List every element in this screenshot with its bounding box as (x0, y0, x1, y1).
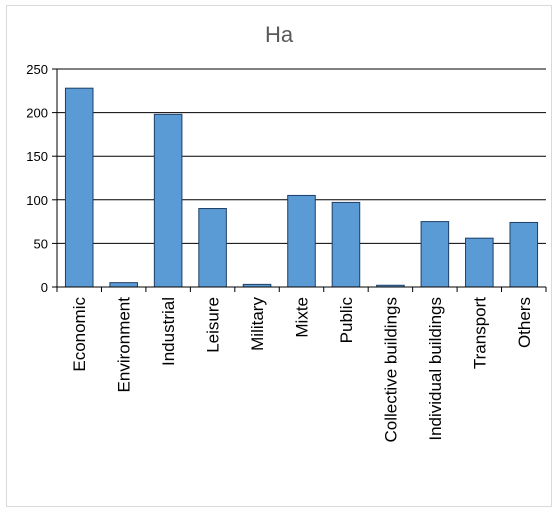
chart-title: Ha (265, 22, 294, 47)
bar-mixte (287, 194, 316, 288)
x-category-label: Leisure (204, 297, 223, 353)
x-category-label: Others (515, 297, 534, 348)
x-axis-labels: Economic Environment Industrial Leisure Mili… (56, 287, 547, 443)
y-tick-label: 250 (26, 62, 48, 77)
y-tick-label: 100 (26, 193, 48, 208)
bar-economic (64, 87, 94, 288)
x-category-label: Environment (115, 297, 134, 393)
x-category-label: Transport (470, 297, 489, 369)
x-category-label: Military (248, 297, 267, 351)
bars (64, 87, 539, 288)
bar-transport (465, 237, 494, 288)
bar-individual-buildings (420, 221, 450, 288)
bar-public (331, 201, 361, 288)
bar-others (509, 221, 539, 288)
bar-environment (109, 282, 138, 288)
x-category-label: Industrial (159, 297, 178, 366)
bar-leisure (198, 208, 227, 288)
y-tick-label: 0 (41, 280, 48, 295)
x-category-label: Collective buildings (381, 297, 400, 443)
chart-frame (6, 5, 552, 507)
bar-industrial (153, 113, 183, 288)
y-axis-ticks: 0 50 100 150 200 250 (26, 62, 57, 295)
x-category-label: Economic (70, 297, 89, 372)
x-category-label: Individual buildings (426, 297, 445, 441)
x-category-label: Public (337, 297, 356, 344)
x-category-label: Mixte (293, 297, 312, 338)
y-tick-label: 200 (26, 106, 48, 121)
y-tick-label: 150 (26, 149, 48, 164)
y-tick-label: 50 (34, 236, 48, 251)
